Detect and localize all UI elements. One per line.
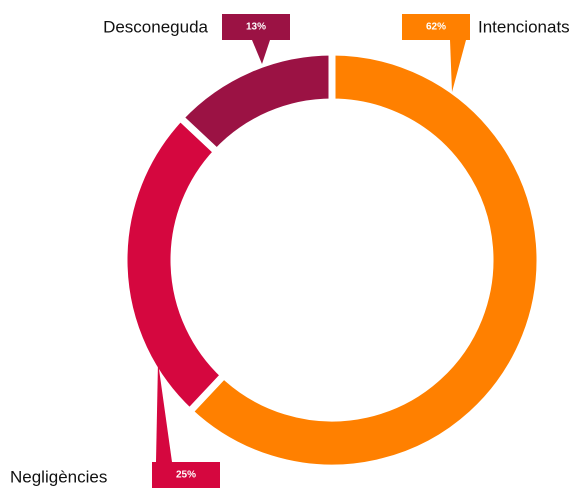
donut-slice [184,48,544,472]
category-label: Intencionats [478,17,570,36]
value-label: 62% [426,22,446,33]
callout-box [402,14,470,40]
callout-box [152,462,220,488]
donut-slice [120,112,229,417]
value-label: 13% [246,22,266,33]
category-label: Negligències [10,467,107,486]
value-label: 25% [176,470,196,481]
category-label: Desconeguda [103,17,208,36]
callout-box [222,14,290,40]
callout-pointer [450,40,466,92]
callout-pointer [252,40,270,64]
donut-slice [175,48,336,157]
callout-pointer [156,362,172,462]
